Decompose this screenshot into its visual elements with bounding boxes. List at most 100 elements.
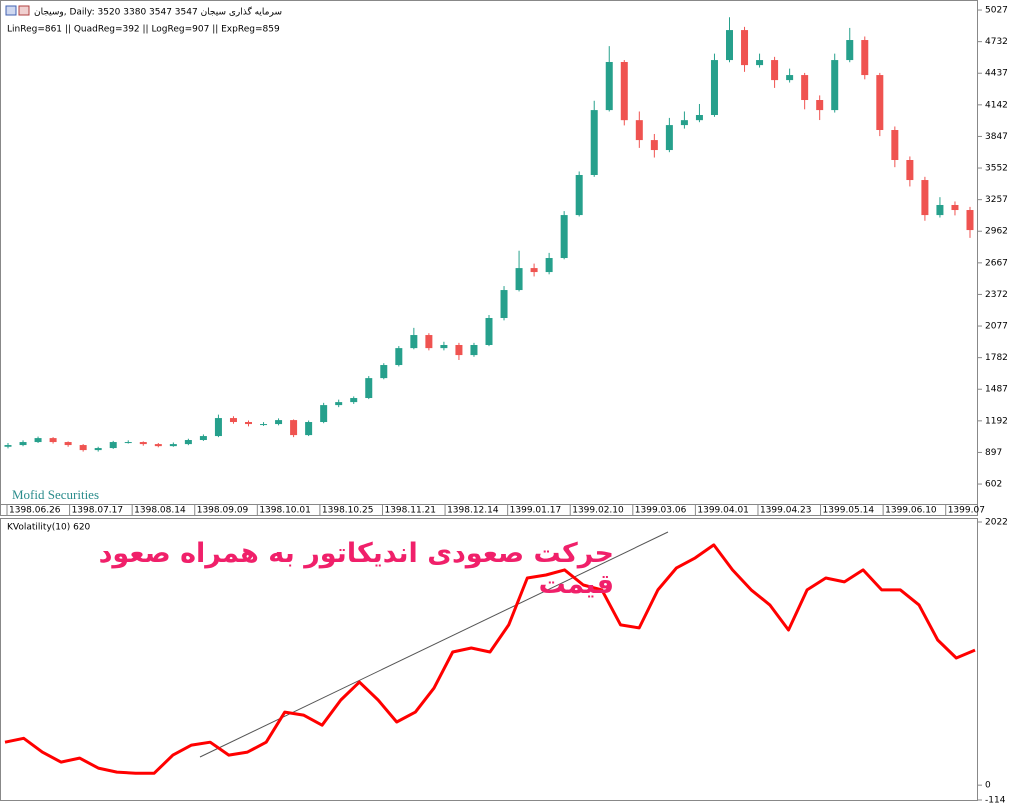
candle-body (109, 442, 117, 449)
candle-body (891, 130, 899, 161)
candle-body (425, 335, 433, 349)
y-tick-label: 3552 (985, 164, 1008, 174)
x-tick-label: 1398.10.25 (322, 506, 374, 516)
y-tick-label: 1487 (985, 385, 1008, 395)
candle-body (771, 60, 779, 81)
candle-body (94, 448, 102, 451)
candle-body (485, 318, 493, 345)
y-tick-label: 5027 (985, 6, 1008, 16)
x-tick-label: 1398.07.17 (72, 506, 124, 516)
candle-body (139, 442, 147, 445)
candle-body (966, 210, 974, 231)
y-tick-label: -114 (985, 796, 1006, 806)
candle-body (921, 180, 929, 216)
candle-body (620, 61, 628, 121)
candle-body (726, 30, 733, 61)
chart-title: وسیجان, Daily: 3520 3380 3547 3547 سرمای… (34, 6, 282, 18)
y-tick-label: 2962 (985, 227, 1008, 237)
indicator-panel-frame (0, 518, 978, 801)
candle-body (320, 405, 328, 423)
candle-body (440, 344, 448, 349)
window-icon[interactable] (18, 5, 30, 16)
y-tick-label: 2077 (985, 322, 1008, 332)
candle-body (275, 420, 283, 425)
candle-body (635, 120, 643, 141)
price-panel-frame (0, 0, 978, 516)
x-tick-label: 1398.09.09 (197, 506, 249, 516)
candle-body (79, 445, 87, 451)
candle-body (19, 442, 27, 446)
y-tick-label: 1782 (985, 353, 1008, 363)
candle-body (380, 365, 388, 379)
candle-body (410, 335, 418, 349)
candle-body (305, 422, 313, 436)
candle-body (590, 110, 598, 175)
x-tick-label: 1399.04.01 (697, 506, 749, 516)
candle-body (650, 140, 658, 151)
candle-body (335, 402, 343, 406)
x-tick-label: 1398.08.14 (134, 506, 186, 516)
candle-body (124, 442, 132, 444)
annotation: حرکت صعودی اندیکاتور به همراه صعود قیمت (98, 538, 614, 600)
candle-body (455, 344, 463, 356)
candle-body (846, 40, 854, 61)
candle-body (545, 258, 553, 273)
candle-body (64, 442, 72, 446)
y-tick-label: 602 (985, 480, 1002, 490)
candle-body (365, 378, 373, 399)
candle-body (936, 204, 944, 216)
candle-body (184, 440, 192, 445)
candle-body (290, 420, 298, 436)
candle-body (665, 125, 673, 151)
candle-body (906, 160, 914, 181)
candle-body (515, 268, 523, 291)
chart-subtitle: LinReg=861 || QuadReg=392 || LogReg=907 … (7, 25, 280, 35)
indicator-line (4, 543, 976, 775)
candle-body (530, 268, 538, 273)
y-tick-label: 4732 (985, 37, 1008, 47)
candle-body (470, 344, 478, 356)
candle-body (710, 60, 718, 116)
y-tick-label: 897 (985, 448, 1002, 458)
candle-body (229, 418, 237, 423)
x-tick-label: 1399.05.14 (823, 506, 875, 516)
y-tick-label: 2022 (985, 518, 1008, 528)
candle-body (756, 60, 764, 66)
candle-body (560, 215, 568, 259)
candle-body (395, 348, 403, 366)
candle-body (741, 30, 749, 66)
window-icon[interactable] (5, 5, 17, 16)
x-tick-label: 1399.07 (948, 506, 985, 516)
y-tick-label: 4142 (985, 100, 1008, 110)
candle-body (816, 100, 824, 111)
watermark: Mofid Securities (12, 487, 99, 502)
candle-body (876, 75, 884, 131)
x-tick-label: 1398.12.14 (447, 506, 499, 516)
y-tick-label: 0 (985, 781, 991, 791)
candle-body (4, 445, 12, 447)
candle-body (605, 61, 613, 111)
candle-body (861, 40, 869, 76)
x-tick-label: 1399.02.10 (572, 506, 624, 516)
y-tick-label: 3257 (985, 195, 1008, 205)
candle-body (260, 424, 268, 426)
x-tick-label: 1399.06.10 (885, 506, 937, 516)
y-tick-label: 2667 (985, 258, 1008, 268)
candle-body (199, 436, 207, 441)
trend-line (199, 531, 669, 758)
candle-body (500, 290, 508, 319)
candle-body (34, 438, 42, 443)
x-tick-label: 1399.03.06 (635, 506, 687, 516)
candle-body (575, 174, 583, 216)
candle-body (214, 418, 222, 437)
candle-body (786, 75, 794, 81)
candle-body (245, 422, 252, 425)
candle-body (169, 444, 177, 447)
candle-body (951, 204, 959, 211)
y-tick-label: 4437 (985, 69, 1008, 79)
candle-body (801, 75, 809, 101)
y-tick-label: 1192 (985, 416, 1008, 426)
